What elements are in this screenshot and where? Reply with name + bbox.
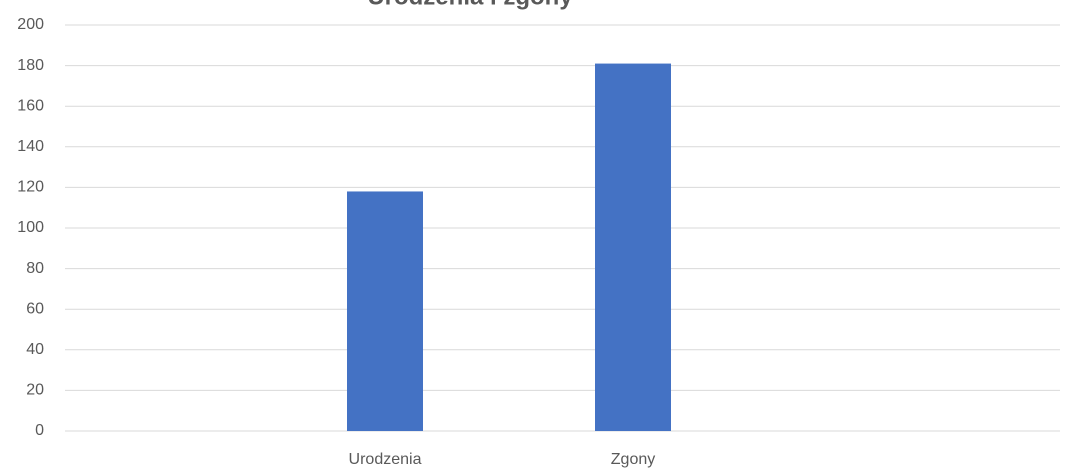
bar	[595, 63, 671, 431]
x-tick-label: Zgony	[611, 451, 655, 468]
y-tick-label: 140	[17, 138, 44, 155]
y-tick-label: 40	[26, 341, 44, 358]
chart-title: Urodzenia i zgony	[367, 0, 573, 10]
y-tick-label: 100	[17, 219, 44, 236]
y-tick-label: 120	[17, 179, 44, 196]
y-tick-label: 200	[17, 16, 44, 33]
y-tick-label: 60	[26, 300, 44, 317]
bar	[347, 191, 423, 431]
y-tick-label: 80	[26, 260, 44, 277]
x-tick-label: Urodzenia	[349, 451, 422, 468]
y-tick-label: 160	[17, 97, 44, 114]
y-tick-label: 180	[17, 57, 44, 74]
y-tick-label: 0	[35, 422, 44, 439]
y-tick-label: 20	[26, 382, 44, 399]
